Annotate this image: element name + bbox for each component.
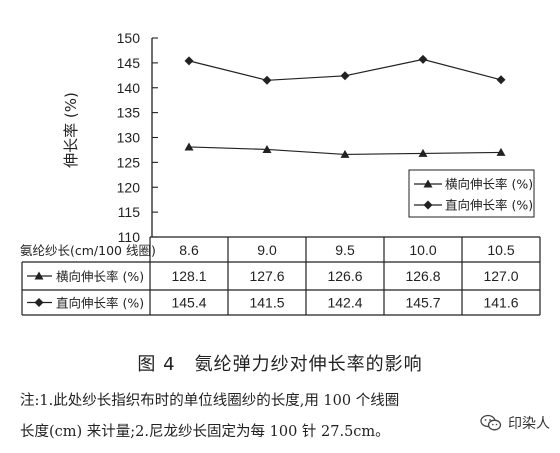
data-point-0: [496, 147, 506, 156]
table-cell: 142.4: [327, 295, 362, 311]
table-cell: 127.0: [483, 268, 518, 284]
table-row-label: 横向伸长率 (%): [56, 269, 144, 284]
legend-label-1: 直向伸长率 (%): [445, 198, 533, 213]
figure-caption: 图 4 氨纶弹力纱对伸长率的影响: [137, 354, 423, 375]
x-category-label: 9.5: [335, 242, 355, 258]
table-cell: 127.6: [249, 268, 284, 284]
y-tick-label: 115: [118, 204, 141, 220]
x-category-label: 9.0: [257, 242, 277, 258]
data-point-1: [340, 71, 350, 81]
chart: 110 115 120 125 130 135 140 145 150 伸长率 (%) 横向伸长率 …: [20, 30, 541, 316]
note-line-2: 长度(cm) 来计量;2.尼龙纱长固定为每 100 针 27.5cm。: [20, 424, 390, 440]
table-header-label: 氨纶纱长(cm/100 线圈): [20, 243, 156, 258]
data-point-1: [418, 54, 428, 64]
legend-box: [408, 169, 535, 218]
legend-marker-1: [423, 200, 433, 210]
table-row-label: 直向伸长率 (%): [56, 296, 144, 311]
table-legend-marker-0: [34, 271, 44, 280]
table-cell: 141.5: [249, 295, 284, 311]
data-point-0: [262, 144, 272, 153]
y-tick-label: 120: [117, 179, 141, 195]
data-point-1: [262, 75, 272, 85]
legend-marker-0: [423, 179, 433, 188]
data-point-1: [496, 75, 506, 85]
wechat-icon: [480, 414, 502, 431]
y-tick-label: 130: [117, 130, 141, 146]
x-category-label: 10.0: [409, 242, 436, 258]
table-cell: 128.1: [171, 268, 206, 284]
data-point-0: [184, 142, 194, 151]
watermark: 印染人: [480, 413, 550, 433]
y-tick-label: 110: [118, 229, 141, 245]
y-tick-label: 140: [117, 80, 141, 96]
table-cell: 126.6: [327, 268, 362, 284]
y-tick-label: 145: [117, 55, 141, 71]
legend-label-0: 横向伸长率 (%): [445, 177, 533, 192]
data-point-1: [184, 56, 194, 66]
y-tick-label: 150: [117, 30, 141, 46]
x-category-label: 10.5: [487, 242, 514, 258]
y-tick-label: 135: [117, 105, 141, 121]
note-line-1: 注:1.此处纱长指织布时的单位线圈纱的长度,用 100 个线圈: [20, 393, 400, 409]
x-category-label: 8.6: [179, 242, 199, 258]
table-cell: 145.7: [405, 295, 440, 311]
table-cell: 126.8: [405, 268, 440, 284]
table-cell: 141.6: [483, 295, 518, 311]
watermark-text: 印染人: [508, 416, 550, 432]
table-legend-marker-1: [34, 298, 44, 307]
data-point-0: [340, 149, 350, 158]
data-point-0: [418, 148, 428, 157]
table-cell: 145.4: [171, 295, 206, 311]
y-axis-label: 伸长率 (%): [62, 92, 80, 168]
y-tick-label: 125: [117, 154, 141, 170]
